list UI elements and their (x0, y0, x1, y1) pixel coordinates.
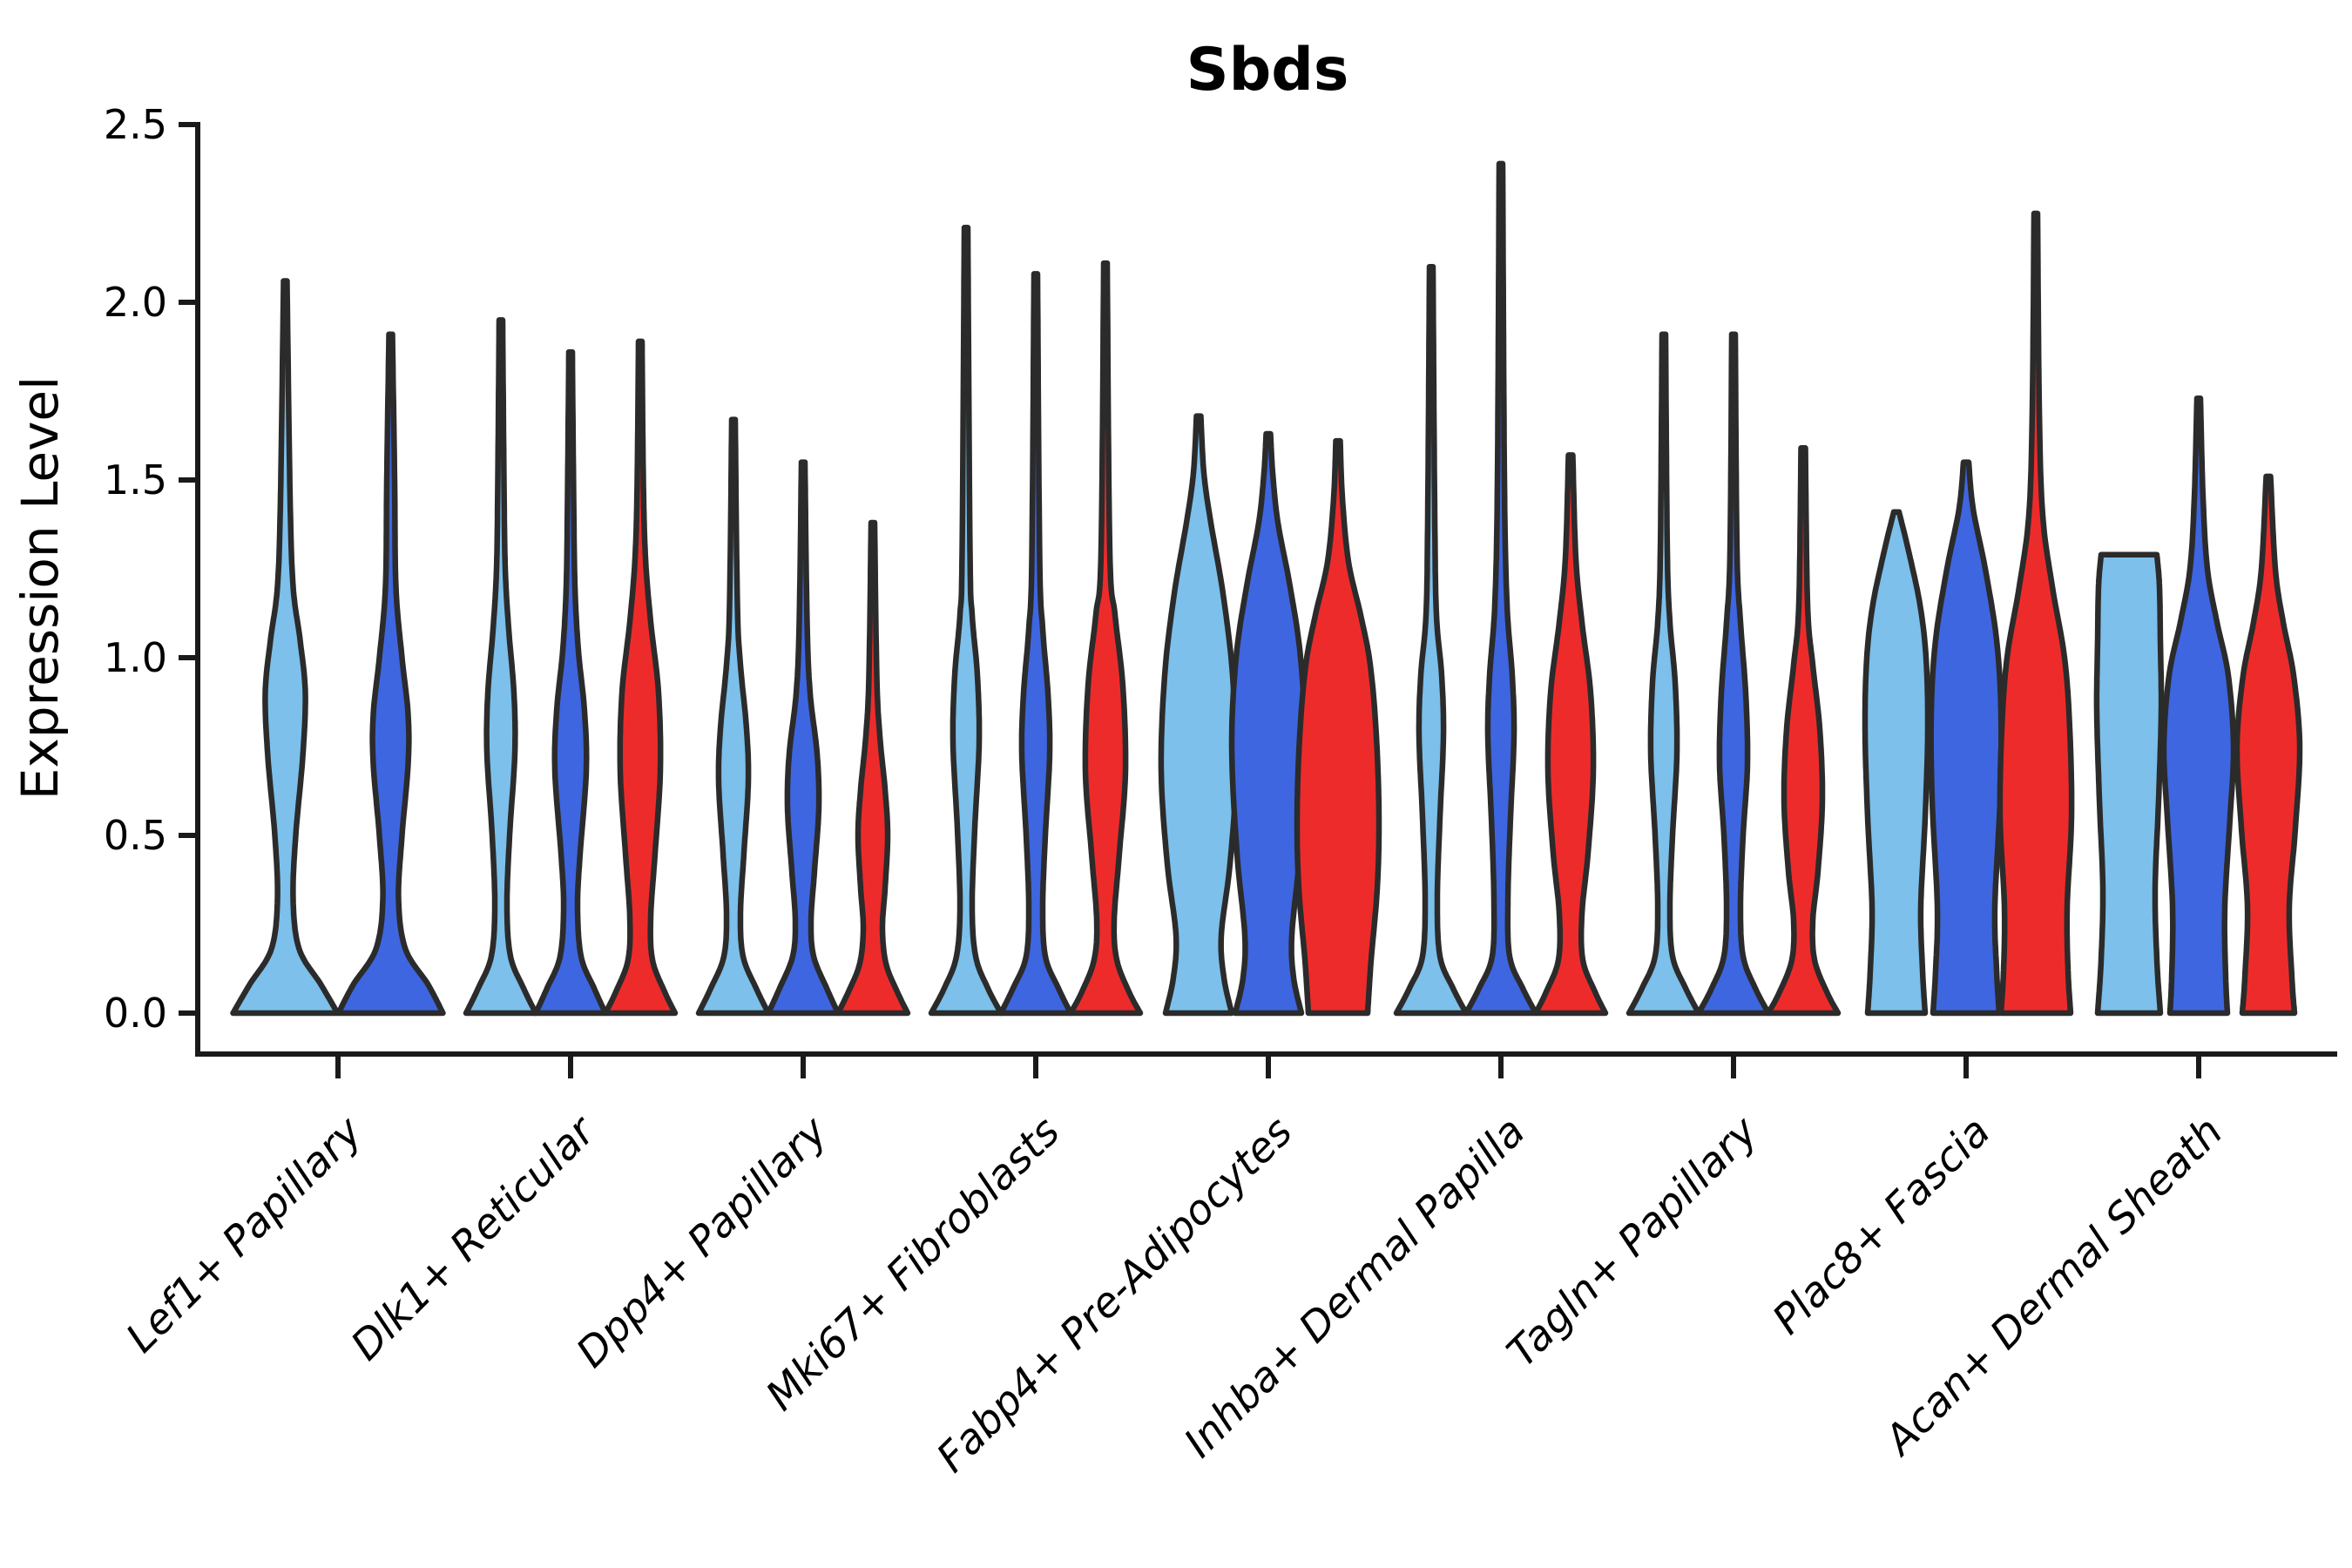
y-tick-label: 2.5 (104, 101, 167, 148)
violin-dlk1-reticular-red (602, 338, 679, 1017)
violin-tagln-papillary-lightblue (1625, 331, 1702, 1017)
violin-dlk1-reticular-lightblue (463, 317, 539, 1017)
violin-acan-dermal-sheath-red (2234, 473, 2303, 1017)
y-tick-label: 1.5 (104, 456, 167, 504)
violin-inhba-dermal-papilla-red (1532, 452, 1609, 1017)
violin-dpp4-papillary-blue (765, 459, 841, 1017)
violin-dpp4-papillary-lightblue (695, 416, 772, 1017)
violin-inhba-dermal-papilla-blue (1463, 160, 1539, 1017)
violin-dpp4-papillary-red (835, 519, 911, 1017)
violin-mki67-fibroblasts-lightblue (928, 225, 1004, 1017)
violin-acan-dermal-sheath-lightblue (2093, 551, 2165, 1017)
violin-mki67-fibroblasts-red (1067, 260, 1144, 1017)
x-tick-label-lef1-papillary: Lef1+ Papillary (117, 1107, 372, 1362)
y-tick-label: 1.0 (104, 634, 167, 681)
x-tick-label-dlk1-reticular: Dlk1+ Reticular (342, 1106, 606, 1370)
violin-plac8-fascia-blue (1928, 459, 2004, 1017)
violin-tagln-papillary-red (1765, 445, 1842, 1017)
axes-spines (195, 122, 2337, 1057)
violins-layer (230, 160, 2303, 1017)
violin-fabp4-pre-adipocytes-lightblue (1158, 413, 1240, 1017)
chart-title: Sbds (1186, 36, 1349, 105)
violin-mki67-fibroblasts-blue (997, 271, 1074, 1017)
violin-plac8-fascia-red (1997, 210, 2075, 1017)
violin-fabp4-pre-adipocytes-red (1294, 437, 1382, 1017)
y-axis-label: Expression Level (10, 376, 70, 800)
y-tick-label: 0.0 (104, 990, 167, 1037)
violin-inhba-dermal-papilla-lightblue (1393, 263, 1470, 1017)
violin-plac8-fascia-lightblue (1862, 509, 1931, 1017)
violin-acan-dermal-sheath-blue (2160, 395, 2237, 1017)
violin-lef1-papillary-blue (335, 331, 446, 1017)
violin-lef1-papillary-lightblue (230, 278, 341, 1017)
x-tick-label-tagln-papillary: Tagln+ Papillary (1498, 1107, 1768, 1377)
violin-dlk1-reticular-blue (532, 348, 609, 1017)
y-tick-label: 0.5 (104, 812, 167, 859)
x-tick-label-dpp4-papillary: Dpp4+ Papillary (567, 1107, 837, 1377)
violin-tagln-papillary-blue (1695, 331, 1772, 1017)
violin-fabp4-pre-adipocytes-blue (1228, 430, 1308, 1017)
x-tick-label-plac8-fascia: Plac8+ Fascia (1763, 1108, 1999, 1344)
y-tick-label: 2.0 (104, 279, 167, 326)
